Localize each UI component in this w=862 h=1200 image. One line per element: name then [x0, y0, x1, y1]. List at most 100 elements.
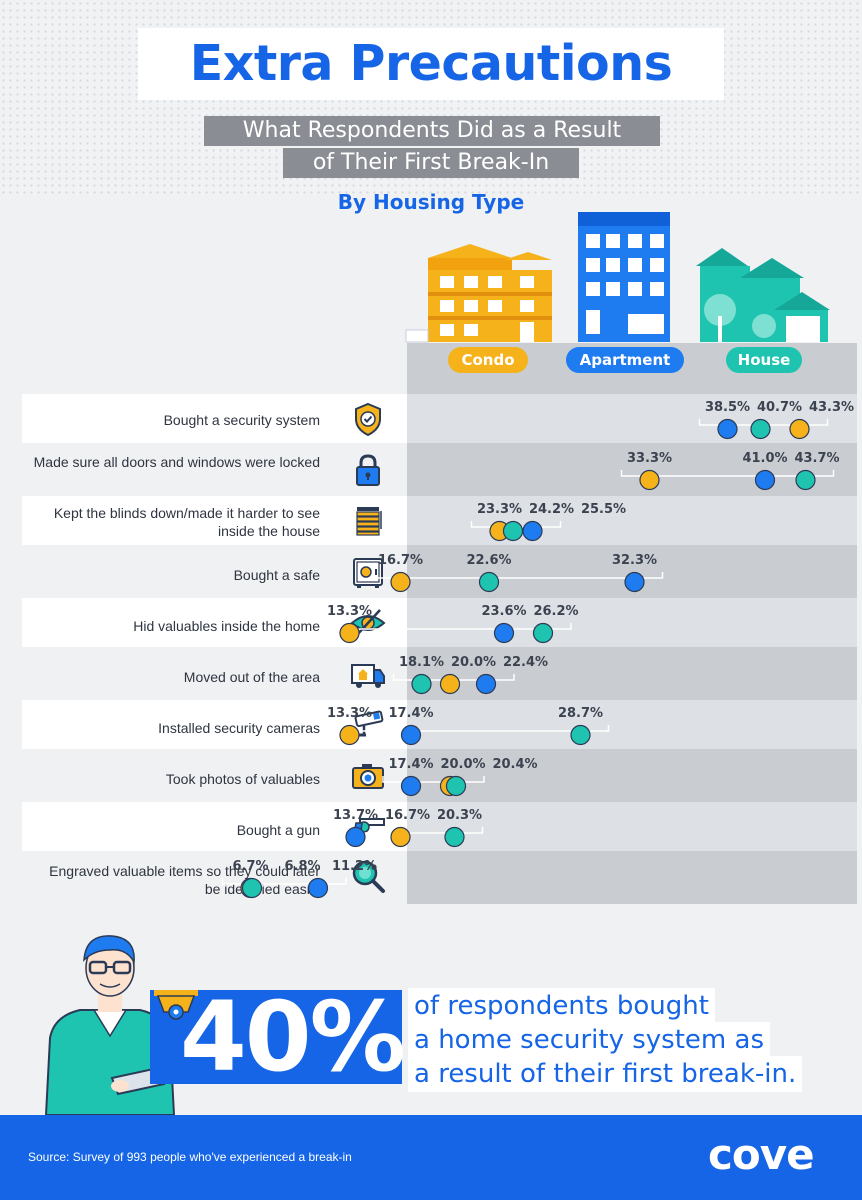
value-label: 28.7% [558, 706, 603, 721]
row-label: Moved out of the area [183, 669, 320, 685]
value-label: 20.4% [492, 757, 537, 772]
row-plot-bg-9 [407, 802, 857, 851]
value-label: 43.7% [794, 451, 839, 466]
dot-condo [339, 622, 360, 644]
row-plot-bg-5 [407, 598, 857, 647]
value-label: 22.4% [503, 655, 548, 670]
value-label: 41.0% [742, 451, 787, 466]
dot-house [411, 673, 432, 695]
shield-check-icon [355, 402, 381, 437]
dot-apartment [307, 877, 329, 899]
dot-house [532, 622, 554, 644]
blinds-icon [356, 507, 382, 536]
dot-condo [390, 571, 411, 593]
value-label: 13.3% [327, 604, 372, 619]
cove-logo: cove [708, 1130, 815, 1179]
value-label: 24.2% [529, 502, 574, 517]
value-label: 23.3% [477, 502, 522, 517]
magnifier-icon [352, 860, 385, 893]
row-label: Bought a safe [233, 567, 320, 583]
ceiling-camera-icon [154, 990, 198, 1020]
dot-condo [639, 469, 660, 491]
value-label: 11.2% [332, 859, 377, 874]
row-label: Engraved valuable items so they could la… [49, 863, 320, 897]
dot-condo [390, 826, 411, 848]
dot-house [445, 775, 467, 797]
range-bracket [382, 776, 485, 783]
dot-apartment [493, 622, 515, 644]
group-label: By Housing Type [337, 190, 525, 214]
title-box: Extra Precautions [138, 28, 724, 100]
value-label: 33.3% [627, 451, 672, 466]
footer-bar [0, 1115, 862, 1200]
value-label: 20.0% [451, 655, 496, 670]
dot-house [444, 826, 465, 848]
dot-apartment [345, 826, 366, 848]
row-label: Made sure all doors and windows were loc… [33, 454, 320, 470]
row-label: Hid valuables inside the home [133, 618, 320, 634]
dot-house [502, 520, 524, 542]
row-plot-bg-1 [407, 394, 857, 443]
value-label: 43.3% [809, 400, 854, 415]
subtitle-line-1: What Respondents Did as a Result [204, 116, 660, 146]
source-note: Source: Survey of 993 people who've expe… [28, 1150, 352, 1164]
value-label: 13.7% [333, 808, 378, 823]
moving-truck-icon [351, 664, 385, 688]
row-plot-bg-7 [407, 700, 857, 749]
dot-apartment [400, 775, 422, 797]
callout-line-2: a home security system as [408, 1022, 770, 1058]
dot-apartment [522, 520, 543, 542]
dot-house [750, 418, 771, 440]
legend-house: House [726, 347, 802, 373]
person-illustration [44, 935, 176, 1115]
apartment-building-icon [578, 212, 670, 342]
camera-icon [352, 764, 384, 789]
page-title: Extra Precautions [189, 35, 673, 92]
value-label: 16.7% [385, 808, 430, 823]
row-plot-bg-3 [407, 496, 857, 545]
value-label: 6.7% [232, 859, 268, 874]
range-bracket [221, 878, 347, 885]
value-label: 38.5% [705, 400, 750, 415]
row-label: Took photos of valuables [165, 771, 320, 787]
dot-house [241, 877, 263, 899]
value-label: 40.7% [757, 400, 802, 415]
value-label: 26.2% [533, 604, 578, 619]
value-label: 17.4% [388, 706, 433, 721]
dot-house [570, 724, 591, 746]
value-label: 25.5% [581, 502, 626, 517]
condo-building-icon [428, 244, 552, 342]
row-bg-9 [22, 802, 407, 851]
value-label: 20.0% [440, 757, 485, 772]
value-label: 17.4% [388, 757, 433, 772]
value-label: 16.7% [378, 553, 423, 568]
row-label: Installed security cameras [158, 720, 320, 736]
dot-apartment [717, 418, 738, 440]
range-bracket [320, 725, 610, 732]
dot-apartment [754, 469, 776, 491]
row-bg-1 [22, 394, 407, 443]
dot-apartment [400, 724, 422, 746]
buildings-illustration [405, 212, 830, 343]
dot-condo [789, 418, 810, 440]
house-building-icon [696, 248, 830, 342]
callout-stat: 40% [180, 981, 406, 1093]
row-label: Bought a gun [236, 822, 320, 838]
value-label: 22.6% [466, 553, 511, 568]
value-label: 13.3% [327, 706, 372, 721]
dot-condo [439, 673, 461, 695]
dot-house [795, 469, 816, 491]
range-bracket [320, 623, 572, 630]
dot-condo [339, 724, 360, 746]
value-label: 18.1% [399, 655, 444, 670]
callout-line-1: of respondents bought [408, 988, 715, 1024]
legend-condo: Condo [448, 347, 528, 373]
row-label: Kept the blinds down/made it harder to s… [53, 505, 320, 539]
subtitle-line-2: of Their First Break-In [283, 148, 579, 178]
range-bracket [620, 470, 835, 477]
callout-line-3: a result of their first break-in. [408, 1056, 803, 1092]
dot-apartment [475, 673, 497, 695]
value-label: 32.3% [612, 553, 657, 568]
value-label: 20.3% [437, 808, 482, 823]
